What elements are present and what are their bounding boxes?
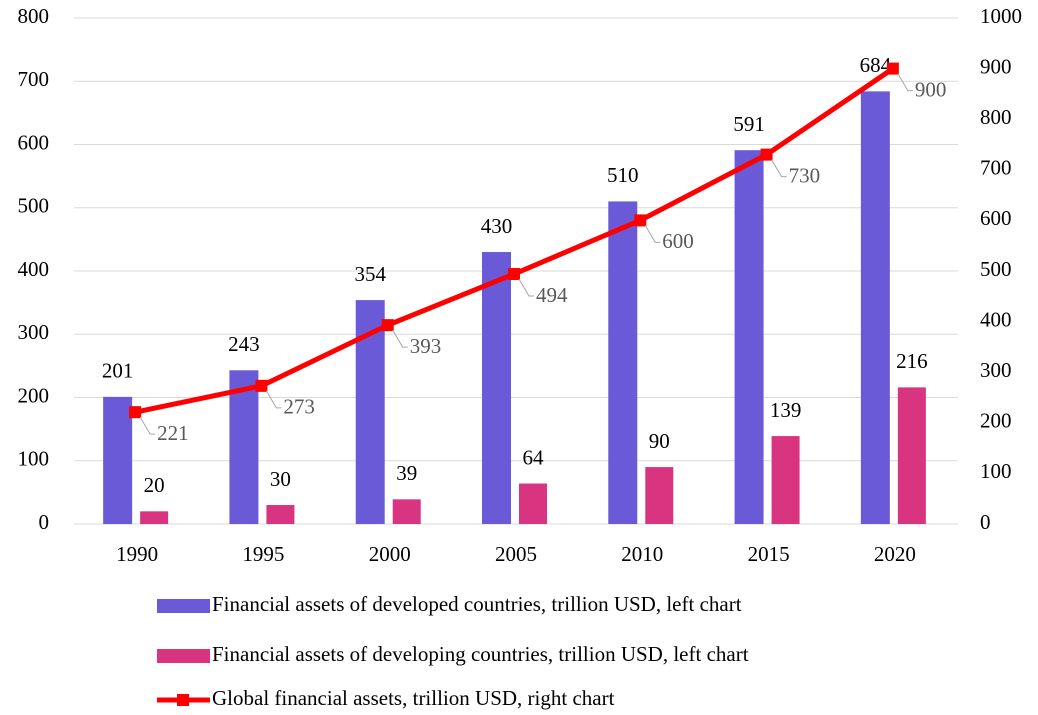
bar [608, 201, 638, 525]
y2-tick-label: 200 [980, 409, 1012, 433]
y-tick-label: 700 [18, 67, 50, 91]
data-label: 64 [523, 445, 545, 469]
y2-tick-label: 100 [980, 459, 1012, 483]
y-tick-label: 0 [39, 510, 50, 534]
data-label: 510 [607, 163, 639, 187]
leader-line [139, 416, 156, 435]
data-label: 494 [536, 283, 568, 307]
data-label: 20 [144, 473, 165, 497]
bar [771, 436, 800, 524]
y-tick-label: 500 [18, 194, 50, 218]
bar [482, 252, 511, 524]
y-tick-label: 100 [18, 447, 50, 471]
legend-label: Global financial assets, trillion USD, r… [212, 686, 615, 710]
legend-label: Financial assets of developed countries,… [212, 592, 742, 616]
x-tick-label: 1990 [116, 542, 158, 566]
marker [381, 319, 394, 332]
data-label: 730 [789, 163, 821, 187]
bar [897, 387, 926, 524]
data-label: 591 [733, 112, 765, 136]
leader-line [392, 329, 408, 348]
bar [103, 396, 133, 524]
x-tick-label: 2020 [874, 542, 916, 566]
y-tick-label: 800 [18, 4, 50, 28]
data-label: 354 [354, 262, 386, 286]
x-tick-label: 2010 [621, 542, 663, 566]
marker [760, 148, 773, 161]
y2-tick-label: 500 [980, 257, 1012, 281]
bar [860, 91, 890, 525]
leader-line [265, 390, 282, 409]
marker [634, 214, 647, 227]
marker [255, 379, 268, 392]
data-label: 243 [228, 332, 260, 356]
data-label: 201 [102, 359, 134, 383]
leader-line [897, 73, 913, 92]
leader-line [518, 278, 534, 297]
marker [508, 268, 520, 281]
y2-tick-label: 300 [980, 358, 1012, 382]
data-label: 139 [770, 398, 802, 422]
y2-tick-label: 600 [980, 206, 1012, 230]
bar [266, 505, 295, 524]
marker [886, 62, 899, 75]
y2-tick-label: 1000 [980, 4, 1022, 28]
x-tick-label: 2015 [748, 542, 790, 566]
leader-line [644, 225, 661, 243]
data-label: 900 [915, 77, 947, 101]
leader-line [771, 159, 787, 178]
data-label: 273 [283, 395, 315, 419]
legend-swatch [157, 649, 210, 663]
legend-swatch [177, 694, 189, 706]
bar [734, 150, 764, 524]
bar [140, 511, 169, 524]
data-label: 30 [270, 467, 291, 491]
y2-tick-label: 900 [980, 54, 1012, 78]
y2-tick-label: 0 [980, 510, 991, 534]
y2-tick-label: 800 [980, 105, 1012, 129]
bar [519, 483, 547, 524]
bar [392, 499, 421, 524]
y-tick-label: 400 [18, 257, 50, 281]
legend-swatch [157, 599, 210, 613]
x-tick-label: 2005 [495, 542, 537, 566]
y-tick-label: 600 [18, 130, 50, 154]
bar [645, 467, 674, 524]
data-label: 90 [649, 429, 670, 453]
data-label: 221 [157, 421, 189, 445]
x-tick-label: 2000 [369, 542, 411, 566]
data-label: 216 [896, 349, 928, 373]
data-label: 600 [662, 229, 694, 253]
y-tick-label: 300 [18, 320, 50, 344]
line [134, 66, 895, 415]
data-label: 430 [481, 214, 513, 238]
data-label: 393 [410, 334, 442, 358]
x-tick-label: 1995 [242, 542, 284, 566]
y2-tick-label: 400 [980, 307, 1012, 331]
bar [229, 370, 259, 524]
y2-tick-label: 700 [980, 156, 1012, 180]
data-label: 39 [396, 461, 417, 485]
marker [129, 406, 142, 419]
legend-label: Financial assets of developing countries… [212, 642, 749, 666]
y-tick-label: 200 [18, 383, 50, 407]
